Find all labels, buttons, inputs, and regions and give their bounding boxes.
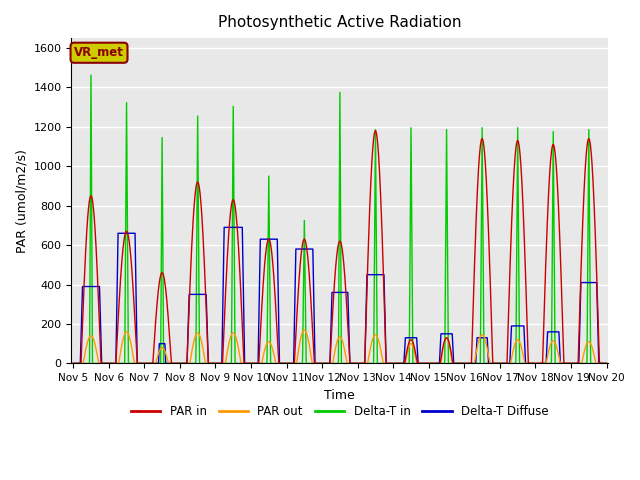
PAR out — [184, 360, 191, 366]
Line: Delta-T in: Delta-T in — [73, 75, 607, 363]
PAR out — [601, 360, 609, 366]
Delta-T in — [178, 360, 186, 366]
PAR in — [603, 360, 611, 366]
X-axis label: Time: Time — [324, 389, 355, 402]
Delta-T Diffuse — [184, 351, 191, 357]
Delta-T Diffuse — [269, 236, 276, 242]
Line: PAR in: PAR in — [73, 131, 607, 363]
Y-axis label: PAR (umol/m2/s): PAR (umol/m2/s) — [15, 149, 28, 252]
PAR in — [372, 128, 380, 133]
Delta-T in — [184, 360, 191, 366]
Delta-T in — [69, 360, 77, 366]
Text: VR_met: VR_met — [74, 46, 124, 59]
Line: Delta-T Diffuse: Delta-T Diffuse — [73, 228, 607, 363]
PAR out — [300, 327, 308, 333]
PAR out — [489, 360, 497, 366]
Delta-T in — [603, 360, 611, 366]
PAR out — [413, 360, 421, 366]
Delta-T Diffuse — [413, 347, 421, 353]
Delta-T Diffuse — [601, 360, 609, 366]
PAR in — [601, 360, 609, 366]
Legend: PAR in, PAR out, Delta-T in, Delta-T Diffuse: PAR in, PAR out, Delta-T in, Delta-T Dif… — [126, 400, 554, 422]
Delta-T Diffuse — [178, 360, 186, 366]
PAR out — [269, 347, 276, 353]
Line: PAR out: PAR out — [73, 330, 607, 363]
Delta-T Diffuse — [489, 360, 497, 366]
PAR out — [603, 360, 611, 366]
PAR in — [269, 262, 276, 267]
PAR in — [489, 360, 497, 366]
Title: Photosynthetic Active Radiation: Photosynthetic Active Radiation — [218, 15, 461, 30]
PAR in — [413, 360, 421, 366]
Delta-T Diffuse — [69, 360, 77, 366]
Delta-T in — [413, 360, 421, 366]
PAR out — [178, 360, 186, 366]
Delta-T in — [269, 360, 276, 366]
PAR in — [69, 360, 77, 366]
PAR out — [69, 360, 77, 366]
Delta-T Diffuse — [220, 225, 228, 230]
Delta-T in — [601, 360, 609, 366]
PAR in — [178, 360, 186, 366]
Delta-T Diffuse — [603, 360, 611, 366]
PAR in — [184, 352, 191, 358]
Delta-T in — [489, 360, 497, 366]
Delta-T in — [87, 72, 95, 78]
